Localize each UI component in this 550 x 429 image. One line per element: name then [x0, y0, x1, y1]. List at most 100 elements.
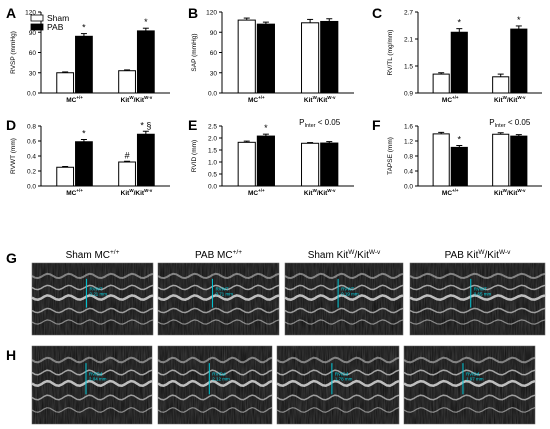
bar-sham [56, 72, 75, 94]
y-tick-label: 1.0 [208, 160, 217, 167]
y-tick-label: 90 [210, 30, 218, 37]
echo-title: PAB KitW/KitW-v [445, 249, 511, 261]
bar-pab [75, 141, 93, 187]
bar-sham [301, 142, 320, 187]
x-tick-label: KitW/KitW-v [121, 188, 153, 197]
legend-swatch-pab [30, 23, 44, 31]
x-tick-label: KitW/KitW-v [304, 188, 336, 197]
y-axis-label: RV/TL (mg/mm) [387, 30, 394, 76]
annotation-part: < 0.05 [316, 118, 341, 127]
x-tick-label: KitW/KitW-v [121, 95, 153, 104]
y-tick-label: 0.0 [208, 184, 217, 191]
echo-band [31, 394, 153, 401]
legend-label-pab: PAB [47, 22, 64, 32]
label-sup: W-v [517, 188, 526, 193]
label-part: /Kit [134, 97, 145, 104]
echo-title: Sham MC+/+ [66, 249, 120, 261]
measurement-value: 2.04 mm [89, 377, 107, 382]
bar-pab [256, 135, 275, 187]
label-part: /Kit [507, 190, 518, 197]
y-tick-label: 30 [210, 70, 218, 77]
echo-band [157, 272, 280, 280]
panel-letter: E [188, 117, 197, 133]
significance-mark: * [264, 123, 268, 133]
echo-band [276, 379, 400, 387]
title-sup: W [478, 249, 485, 256]
echo-band [409, 272, 546, 280]
echo-band [157, 356, 273, 364]
title-sup: +/+ [233, 249, 243, 256]
bar-pab [256, 23, 275, 94]
echo-band [157, 406, 273, 413]
y-tick-label: 2.5 [208, 124, 217, 131]
title-sup: W-v [499, 249, 511, 256]
label-sup: W [313, 95, 318, 100]
measurement-value: 1.97 mm [466, 377, 484, 382]
echo-band [157, 307, 280, 314]
label-sup: W-v [517, 95, 526, 100]
title-part: Sham Kit [308, 250, 349, 261]
label-part: MC [442, 190, 452, 197]
bar-sham [492, 76, 510, 94]
label-sup: W [503, 95, 508, 100]
label-part: Kit [494, 190, 504, 197]
significance-mark: # [125, 150, 130, 160]
y-axis-label: RVWT (mm) [10, 138, 17, 174]
title-part: Sham MC [66, 250, 110, 261]
bar-sham [118, 70, 136, 94]
echo-band [409, 284, 546, 291]
x-tick-label: MC+/+ [66, 188, 83, 197]
annotation-part: P [489, 118, 494, 127]
bar-pab [136, 30, 155, 94]
significance-mark: * [458, 135, 462, 145]
bar-sham [301, 22, 320, 94]
measurement-value: 0.71 mm [215, 291, 233, 296]
y-axis-label: RVSP (mmHg) [10, 31, 17, 74]
y-tick-label: 0.0 [208, 91, 217, 98]
echo-band [31, 369, 153, 376]
chart-panel-d: D 0.0 0.2 0.4 0.6 0.8 RVWT (mm) * MC+/+ # * § KitW/… [6, 117, 170, 197]
x-tick-label: MC+/+ [248, 95, 265, 104]
label-part: /Kit [317, 190, 328, 197]
chart-panel-f: F 0.0 0.4 0.8 1.2 1.6 TAPSE (mm) * MC+/+ KitW/Kit… [372, 117, 542, 197]
label-sup: +/+ [452, 188, 459, 193]
echo-title: PAB MC+/+ [195, 249, 242, 261]
y-tick-label: 120 [25, 10, 36, 17]
echo-band [403, 356, 536, 364]
y-tick-label: 2.1 [404, 37, 413, 44]
measurement-label: RVWT [215, 286, 228, 291]
significance-mark: * [517, 15, 521, 25]
row-letter-g: G [6, 250, 17, 266]
title-sup: W [348, 249, 355, 256]
echo-band [31, 379, 153, 387]
measurement-value: 1.78 mm [335, 377, 353, 382]
bar-pab [510, 28, 528, 94]
y-tick-label: 30 [29, 70, 37, 77]
significance-mark: * [82, 23, 86, 33]
x-tick-label: KitW/KitW-v [494, 188, 526, 197]
y-tick-label: 0.8 [404, 154, 413, 161]
bar-sham [237, 19, 256, 94]
y-tick-label: 0.4 [404, 169, 413, 176]
y-tick-label: 120 [206, 10, 217, 17]
echo-band [157, 379, 273, 387]
significance-mark: * [82, 129, 86, 139]
title-part: PAB Kit [445, 250, 479, 261]
title-sup: +/+ [110, 249, 120, 256]
label-sup: W [129, 188, 134, 193]
y-tick-label: 1.5 [404, 64, 413, 71]
panel-letter: A [6, 5, 16, 21]
chart-panel-a: A 0.0 30 60 90 120 RVSP (mmHg) * MC+/+ * KitW/KitW… [6, 5, 170, 104]
significance-mark: * [458, 18, 462, 28]
panel-letter: B [188, 5, 198, 21]
bar-sham [492, 133, 510, 187]
y-tick-label: 0.4 [27, 154, 36, 161]
echo-band [409, 319, 546, 325]
y-tick-label: 90 [29, 30, 37, 37]
label-part: MC [248, 97, 258, 104]
